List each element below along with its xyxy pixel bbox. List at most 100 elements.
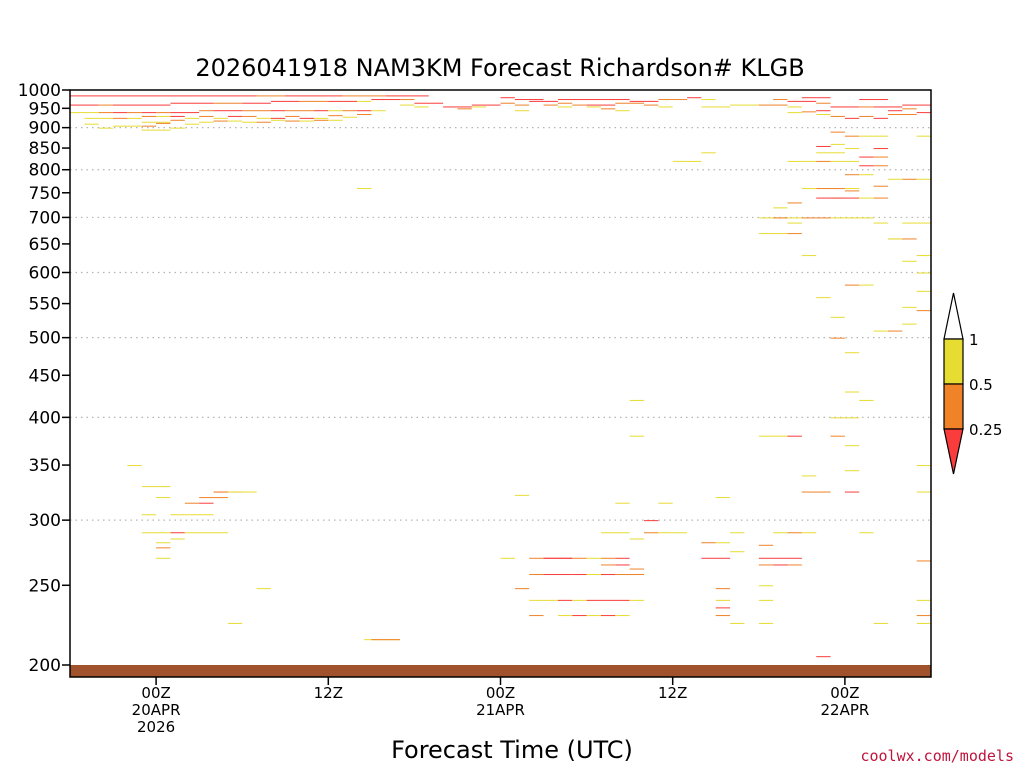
- ri-cell: [256, 117, 271, 119]
- ri-cell: [471, 104, 501, 106]
- ri-cell: [385, 95, 429, 97]
- ri-cell: [658, 99, 688, 101]
- ri-cell: [213, 532, 228, 534]
- ri-cell: [586, 574, 601, 576]
- ri-cell: [644, 532, 659, 534]
- ri-cell: [859, 284, 874, 286]
- ri-cell: [529, 599, 544, 601]
- ri-cell: [615, 557, 630, 559]
- ri-cell: [141, 125, 157, 127]
- ri-cell: [557, 599, 573, 601]
- ri-cell: [600, 108, 616, 110]
- ri-cell: [313, 117, 329, 119]
- ri-cell: [414, 106, 429, 108]
- ri-cell: [256, 588, 271, 590]
- ri-cell: [600, 615, 616, 617]
- ri-cell: [98, 104, 114, 106]
- ri-cell: [873, 148, 888, 150]
- ri-cell: [299, 117, 314, 119]
- ri-cell: [543, 574, 573, 576]
- chart-title: 2026041918 NAM3KM Forecast Richardson# K…: [195, 54, 804, 82]
- ri-cell: [141, 129, 157, 131]
- ri-cell: [844, 470, 860, 472]
- ri-cell: [816, 114, 831, 116]
- y-tick-label: 800: [29, 161, 61, 181]
- ri-cell: [514, 588, 530, 590]
- ri-cell: [672, 532, 688, 534]
- ri-cell: [844, 174, 860, 176]
- ri-cell: [141, 514, 157, 516]
- ri-cell: [557, 102, 573, 104]
- ri-cell: [213, 102, 243, 104]
- ri-cell: [758, 104, 788, 106]
- ri-cell: [916, 290, 931, 292]
- ri-cell: [701, 542, 716, 544]
- ri-cell: [687, 97, 702, 99]
- x-tick-label: 12Z: [314, 684, 343, 702]
- ri-cell: [615, 564, 630, 566]
- ri-cell: [242, 102, 271, 104]
- ri-cell: [758, 557, 802, 559]
- ri-cell: [500, 557, 515, 559]
- ri-cell: [84, 123, 99, 125]
- ri-cell: [715, 615, 731, 617]
- ri-cell: [844, 491, 860, 493]
- ri-cell: [902, 104, 931, 106]
- ri-cell: [342, 110, 357, 112]
- ri-cell: [816, 188, 845, 190]
- ri-cell: [242, 115, 257, 117]
- ri-cell: [916, 112, 931, 114]
- ri-cell: [199, 115, 214, 117]
- ri-cell: [658, 532, 673, 534]
- y-tick-label: 850: [29, 139, 61, 159]
- ri-cell: [270, 100, 300, 102]
- ri-cell: [529, 574, 544, 576]
- ri-cell: [328, 115, 343, 117]
- y-tick-label: 300: [29, 511, 61, 531]
- y-tick-label: 700: [29, 208, 61, 228]
- ri-cell: [400, 99, 415, 101]
- pressure-gridlines: [70, 127, 931, 521]
- ri-cell: [859, 156, 874, 158]
- ri-cell: [156, 112, 171, 114]
- ri-cell: [873, 135, 888, 137]
- ri-cell: [916, 222, 931, 224]
- ri-cell: [830, 115, 845, 117]
- ri-cell: [443, 106, 472, 108]
- ri-cell: [299, 100, 329, 102]
- ri-cell: [787, 112, 802, 114]
- ri-cell: [156, 542, 171, 544]
- richardson-shaded-cells: [70, 95, 931, 666]
- ri-cell: [701, 106, 731, 108]
- ri-cell: [773, 564, 788, 566]
- ri-cell: [70, 95, 114, 97]
- ri-cell: [371, 639, 401, 641]
- ri-cell: [816, 110, 831, 112]
- ri-cell: [199, 502, 214, 504]
- ri-cell: [916, 465, 931, 467]
- ri-cell: [141, 112, 157, 114]
- ri-cell: [902, 108, 917, 110]
- ri-cell: [156, 497, 171, 499]
- ri-cell: [672, 160, 688, 162]
- ri-cell: [170, 102, 214, 104]
- ri-cell: [658, 502, 673, 504]
- ri-cell: [859, 174, 874, 176]
- ri-cell: [715, 542, 731, 544]
- ri-cell: [859, 106, 874, 108]
- legend-over-arrow: [943, 292, 964, 340]
- ri-cell: [514, 494, 530, 496]
- ri-cell: [629, 599, 644, 601]
- ri-cell: [113, 95, 157, 97]
- ri-cell: [270, 117, 286, 119]
- ri-cell: [400, 104, 415, 106]
- ri-cell: [70, 112, 99, 114]
- ri-cell: [916, 272, 931, 274]
- ri-cell: [830, 417, 860, 419]
- x-tick-label: 00Z: [830, 684, 859, 702]
- ri-cell: [357, 114, 372, 116]
- ri-cell: [773, 217, 788, 219]
- ri-cell: [199, 110, 214, 112]
- ri-cell: [887, 238, 903, 240]
